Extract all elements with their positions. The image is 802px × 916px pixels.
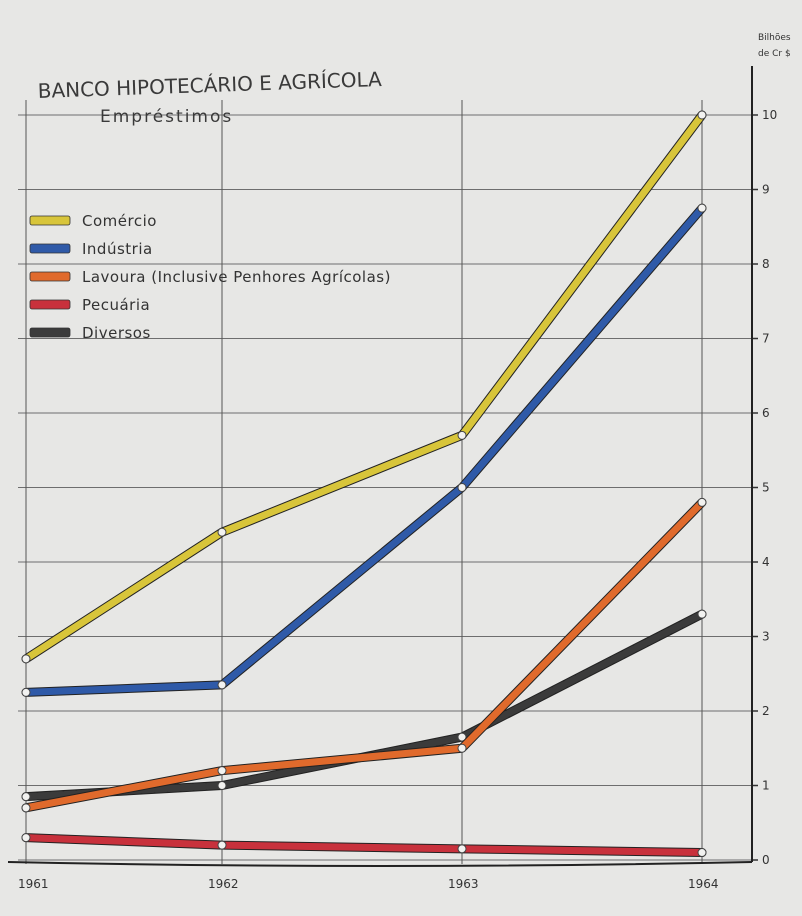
y-tick-label-7: 7 xyxy=(762,332,770,346)
data-point-2-0 xyxy=(21,803,31,813)
data-point-1-1 xyxy=(217,680,227,690)
chart-title: BANCO HIPOTECÁRIO E AGRÍCOLA xyxy=(37,67,382,103)
legend-label-1: Indústria xyxy=(82,240,153,258)
y-tick-label-0: 0 xyxy=(762,853,770,867)
data-point-0-1 xyxy=(217,527,227,537)
x-tick-label-1964: 1964 xyxy=(688,877,719,891)
y-tick-label-10: 10 xyxy=(762,108,777,122)
data-point-3-0 xyxy=(21,833,31,843)
series-lines xyxy=(21,110,707,858)
data-point-4-3 xyxy=(697,609,707,619)
data-point-1-0 xyxy=(21,687,31,697)
data-point-0-3 xyxy=(697,110,707,120)
legend-swatch-2 xyxy=(29,271,71,282)
unit-label-line1: Bilhões xyxy=(758,33,791,43)
y-tick-label-1: 1 xyxy=(762,779,770,793)
legend: Comércio Indústria Lavoura (Inclusive Penh… xyxy=(29,212,391,342)
series-line-0 xyxy=(22,111,706,663)
data-point-1-3 xyxy=(697,203,707,213)
data-point-0-2 xyxy=(457,430,467,440)
data-point-2-1 xyxy=(217,766,227,776)
series-outline-2 xyxy=(21,497,707,813)
series-line-3 xyxy=(22,834,706,857)
legend-label-3: Pecuária xyxy=(82,296,150,314)
axes: 0 1 2 3 4 5 6 7 8 9 10 1961 1962 1963 1964 xyxy=(7,66,777,891)
legend-label-2: Lavoura (Inclusive Penhores Agrícolas) xyxy=(82,268,391,286)
series-outline-4 xyxy=(21,609,707,802)
legend-swatch-3 xyxy=(29,299,71,310)
legend-swatch-1 xyxy=(29,243,71,254)
y-tick-label-4: 4 xyxy=(762,555,770,569)
unit-label-line2: de Cr $ xyxy=(758,49,791,59)
x-tick-label-1963: 1963 xyxy=(448,877,479,891)
data-point-3-1 xyxy=(217,840,227,850)
x-tick-label-1961: 1961 xyxy=(18,877,49,891)
y-tick-label-3: 3 xyxy=(762,630,770,644)
x-axis-line xyxy=(7,861,753,867)
data-point-0-0 xyxy=(21,654,31,664)
data-point-3-3 xyxy=(697,848,707,858)
y-tick-label-2: 2 xyxy=(762,704,770,718)
series-outline-0 xyxy=(21,110,707,664)
y-tick-label-6: 6 xyxy=(762,406,770,420)
legend-swatch-4 xyxy=(29,327,71,338)
series-line-2 xyxy=(22,498,706,812)
data-point-3-2 xyxy=(457,844,467,854)
data-point-4-2 xyxy=(457,732,467,742)
series-line-1 xyxy=(22,204,706,696)
data-point-4-0 xyxy=(21,792,31,802)
x-tick-label-1962: 1962 xyxy=(208,877,239,891)
y-tick-label-5: 5 xyxy=(762,481,770,495)
data-point-2-2 xyxy=(457,743,467,753)
legend-swatch-0 xyxy=(29,215,71,226)
data-point-2-3 xyxy=(697,497,707,507)
y-tick-label-8: 8 xyxy=(762,257,770,271)
chart-subtitle: Empréstimos xyxy=(100,107,233,127)
y-tick-label-9: 9 xyxy=(762,183,770,197)
series-line-4 xyxy=(22,610,706,801)
data-point-4-1 xyxy=(217,781,227,790)
legend-label-0: Comércio xyxy=(82,212,157,230)
chart-text: BANCO HIPOTECÁRIO E AGRÍCOLA Empréstimos… xyxy=(37,33,791,127)
legend-label-4: Diversos xyxy=(82,324,151,342)
data-point-1-2 xyxy=(457,483,467,492)
